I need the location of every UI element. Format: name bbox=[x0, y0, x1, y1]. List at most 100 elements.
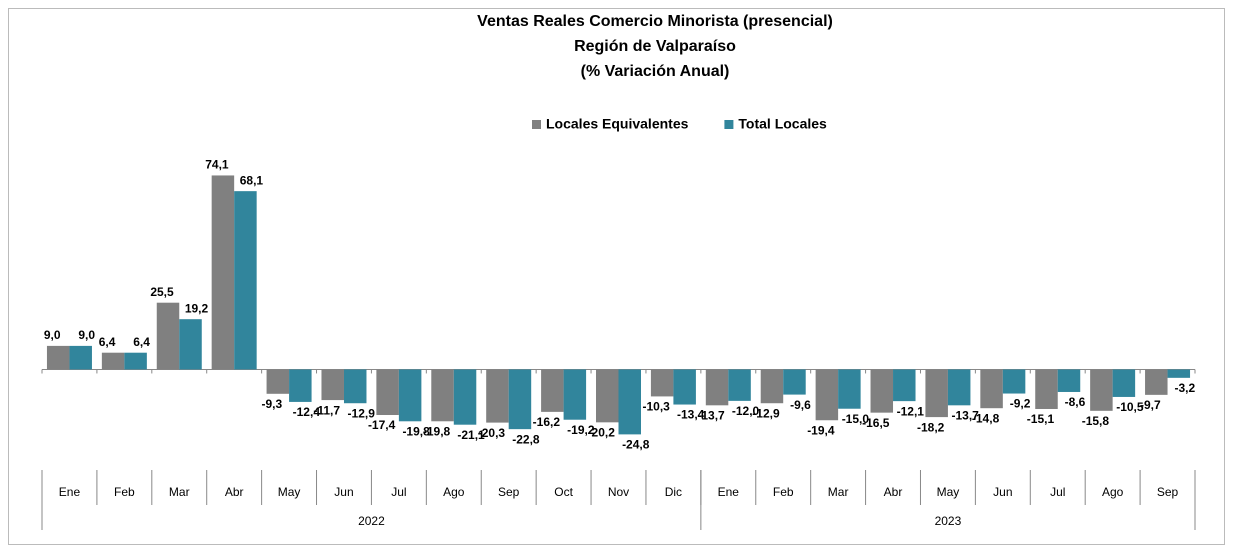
x-tick-label: Mar bbox=[169, 485, 190, 499]
data-label: -20,3 bbox=[478, 426, 506, 440]
data-label: -10,5 bbox=[1116, 400, 1144, 414]
bar bbox=[673, 369, 696, 405]
bar bbox=[266, 369, 290, 394]
bar bbox=[376, 369, 399, 416]
bar bbox=[69, 345, 92, 370]
x-tick-label: Abr bbox=[884, 485, 903, 499]
bar bbox=[563, 369, 587, 420]
bar bbox=[156, 302, 180, 370]
x-tick-label: Ago bbox=[443, 485, 465, 499]
x-tick-label: Mar bbox=[828, 485, 849, 499]
data-label: -20,2 bbox=[588, 426, 616, 440]
bar bbox=[650, 369, 674, 397]
data-label: 74,1 bbox=[205, 158, 229, 172]
data-label: -17,4 bbox=[368, 418, 396, 432]
bar bbox=[398, 369, 422, 422]
legend-label: Locales Equivalentes bbox=[546, 116, 689, 132]
data-label: -11,7 bbox=[313, 403, 340, 417]
x-tick-label: Ene bbox=[718, 485, 740, 499]
x-tick-label: Feb bbox=[773, 485, 794, 499]
bar bbox=[838, 369, 861, 409]
bar bbox=[947, 369, 971, 406]
x-tick-label: Sep bbox=[498, 485, 520, 499]
x-tick-label: Ene bbox=[59, 485, 81, 499]
legend-swatch bbox=[532, 120, 541, 129]
data-label: -21,1 bbox=[457, 428, 485, 442]
bar bbox=[1090, 369, 1113, 411]
bar bbox=[321, 369, 344, 401]
data-label: 6,4 bbox=[99, 335, 116, 349]
bar bbox=[101, 352, 125, 370]
bar bbox=[870, 369, 894, 413]
data-label: -12,9 bbox=[348, 406, 376, 420]
bar bbox=[1002, 369, 1026, 394]
data-label: -19,8 bbox=[402, 424, 430, 438]
data-label: -9,2 bbox=[1010, 397, 1031, 411]
data-label: 6,4 bbox=[133, 335, 150, 349]
data-label: -22,8 bbox=[512, 432, 540, 446]
data-label: 9,0 bbox=[78, 328, 95, 342]
chart-frame bbox=[8, 8, 1225, 545]
data-label: -16,2 bbox=[533, 415, 561, 429]
data-label: -8,6 bbox=[1065, 395, 1086, 409]
x-tick-label: Jul bbox=[1050, 485, 1065, 499]
data-label: -19,8 bbox=[423, 424, 451, 438]
data-label: 19,2 bbox=[185, 301, 209, 315]
data-label: -9,3 bbox=[261, 397, 282, 411]
x-tick-label: Ago bbox=[1102, 485, 1124, 499]
bar bbox=[541, 369, 564, 412]
data-label: -15,1 bbox=[1027, 412, 1055, 426]
bar bbox=[980, 369, 1003, 409]
data-label: -15,8 bbox=[1082, 414, 1110, 428]
data-label: -13,7 bbox=[951, 408, 979, 422]
data-label: -9,6 bbox=[790, 398, 811, 412]
bar bbox=[815, 369, 839, 421]
bar bbox=[211, 175, 235, 370]
bar bbox=[343, 369, 367, 404]
bar bbox=[234, 191, 257, 370]
bar bbox=[728, 369, 751, 401]
data-label: 25,5 bbox=[150, 285, 174, 299]
data-label: -12,9 bbox=[752, 406, 780, 420]
bar bbox=[124, 352, 147, 370]
x-tick-label: Jun bbox=[334, 485, 353, 499]
x-tick-label: Sep bbox=[1157, 485, 1179, 499]
data-label: -13,4 bbox=[677, 408, 705, 422]
data-label: -15,0 bbox=[842, 412, 870, 426]
bar bbox=[46, 345, 70, 370]
bar bbox=[1035, 369, 1058, 409]
bar bbox=[618, 369, 641, 435]
data-label: -12,0 bbox=[732, 404, 760, 418]
bar bbox=[1145, 369, 1168, 395]
bar bbox=[508, 369, 532, 430]
data-label: -16,5 bbox=[862, 416, 890, 430]
data-label: -14,8 bbox=[972, 411, 1000, 425]
bar bbox=[705, 369, 729, 406]
data-label: -12,1 bbox=[897, 404, 925, 418]
bar bbox=[893, 369, 916, 402]
bar bbox=[783, 369, 806, 395]
data-label: -9,7 bbox=[1140, 398, 1161, 412]
data-label: 9,0 bbox=[44, 328, 61, 342]
legend-label: Total Locales bbox=[738, 116, 827, 132]
x-tick-label: Oct bbox=[554, 485, 573, 499]
group-label: 2022 bbox=[358, 514, 385, 528]
data-label: -12,4 bbox=[293, 405, 321, 419]
x-tick-label: Nov bbox=[608, 485, 629, 499]
x-tick-label: May bbox=[278, 485, 301, 499]
bar bbox=[1167, 369, 1191, 378]
bar bbox=[453, 369, 477, 425]
x-tick-label: May bbox=[937, 485, 960, 499]
legend-swatch bbox=[724, 120, 734, 129]
data-label: -18,2 bbox=[917, 420, 945, 434]
chart-title: (% Variación Anual) bbox=[581, 63, 730, 80]
bar bbox=[1112, 369, 1136, 397]
x-tick-label: Abr bbox=[225, 485, 244, 499]
data-label: -19,2 bbox=[567, 423, 595, 437]
chart-title: Región de Valparaíso bbox=[574, 38, 736, 55]
bar bbox=[760, 369, 784, 404]
data-label: -3,2 bbox=[1174, 381, 1195, 395]
data-label: -13,7 bbox=[697, 408, 725, 422]
x-tick-label: Dic bbox=[665, 485, 682, 499]
chart-title: Ventas Reales Comercio Minorista (presen… bbox=[477, 13, 833, 30]
